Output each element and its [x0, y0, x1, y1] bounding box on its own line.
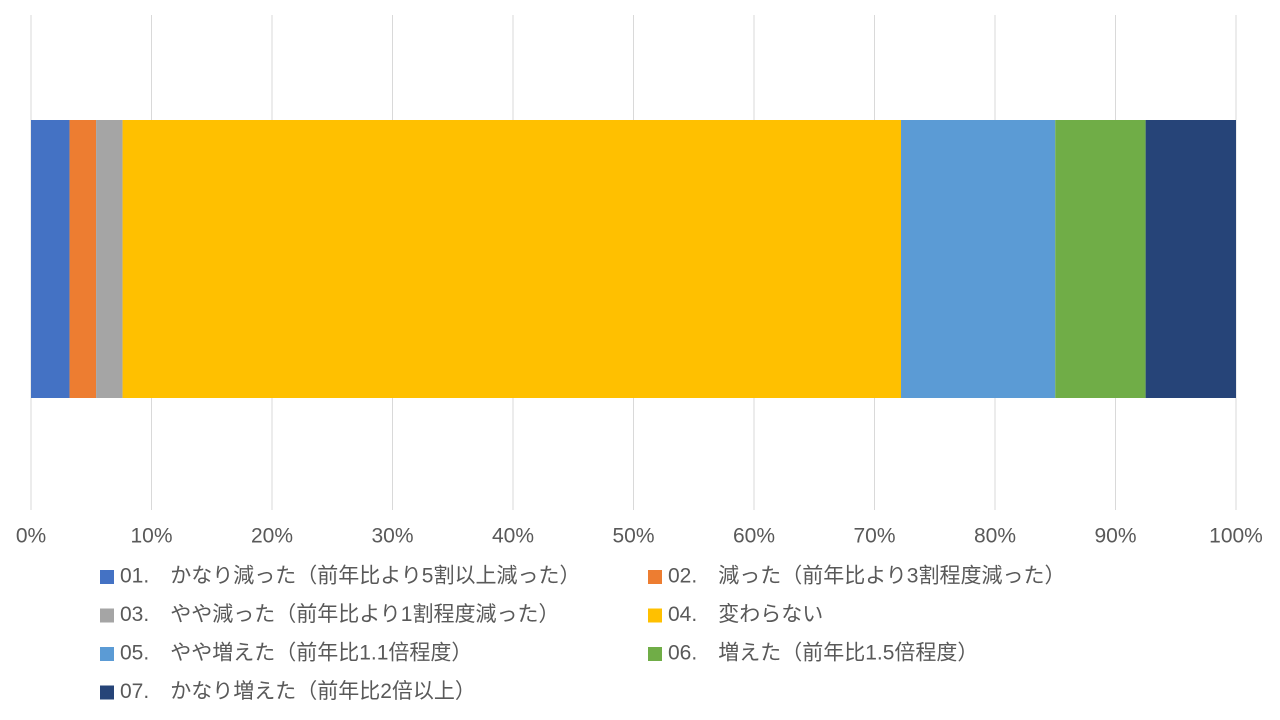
legend-label: 07. かなり増えた（前年比2倍以上） — [120, 680, 476, 703]
legend-label: 01. かなり減った（前年比より5割以上減った） — [120, 565, 580, 588]
x-tick-label: 30% — [371, 525, 413, 548]
legend-swatch — [648, 647, 662, 661]
x-tick-label: 10% — [130, 525, 172, 548]
x-tick-label: 0% — [16, 525, 46, 548]
legend-swatch — [648, 570, 662, 584]
x-tick-label: 80% — [974, 525, 1016, 548]
bar-segment — [96, 120, 123, 398]
bar-segment — [1055, 120, 1146, 398]
legend-label: 04. 変わらない — [668, 603, 823, 626]
x-tick-label: 100% — [1209, 525, 1263, 548]
x-tick-label: 90% — [1094, 525, 1136, 548]
x-tick-label: 70% — [853, 525, 895, 548]
legend-swatch — [648, 608, 662, 623]
bar-segment — [901, 120, 1056, 398]
x-tick-label: 40% — [492, 525, 534, 548]
bar-segment — [31, 120, 70, 398]
bar-segment — [122, 120, 902, 398]
legend-swatch — [100, 685, 114, 700]
legend-label: 06. 増えた（前年比1.5倍程度） — [668, 642, 978, 665]
legend-label: 02. 減った（前年比より3割程度減った） — [668, 565, 1065, 588]
legend-swatch — [100, 608, 114, 623]
bar-segment — [1145, 120, 1236, 398]
legend-label: 05. やや増えた（前年比1.1倍程度） — [120, 642, 472, 665]
legend-swatch — [100, 570, 114, 584]
bar-segment — [69, 120, 97, 398]
legend-label: 03. やや減った（前年比より1割程度減った） — [120, 603, 559, 626]
x-tick-label: 50% — [612, 525, 654, 548]
x-tick-label: 60% — [733, 525, 775, 548]
x-tick-label: 20% — [251, 525, 293, 548]
legend-swatch — [100, 647, 114, 661]
